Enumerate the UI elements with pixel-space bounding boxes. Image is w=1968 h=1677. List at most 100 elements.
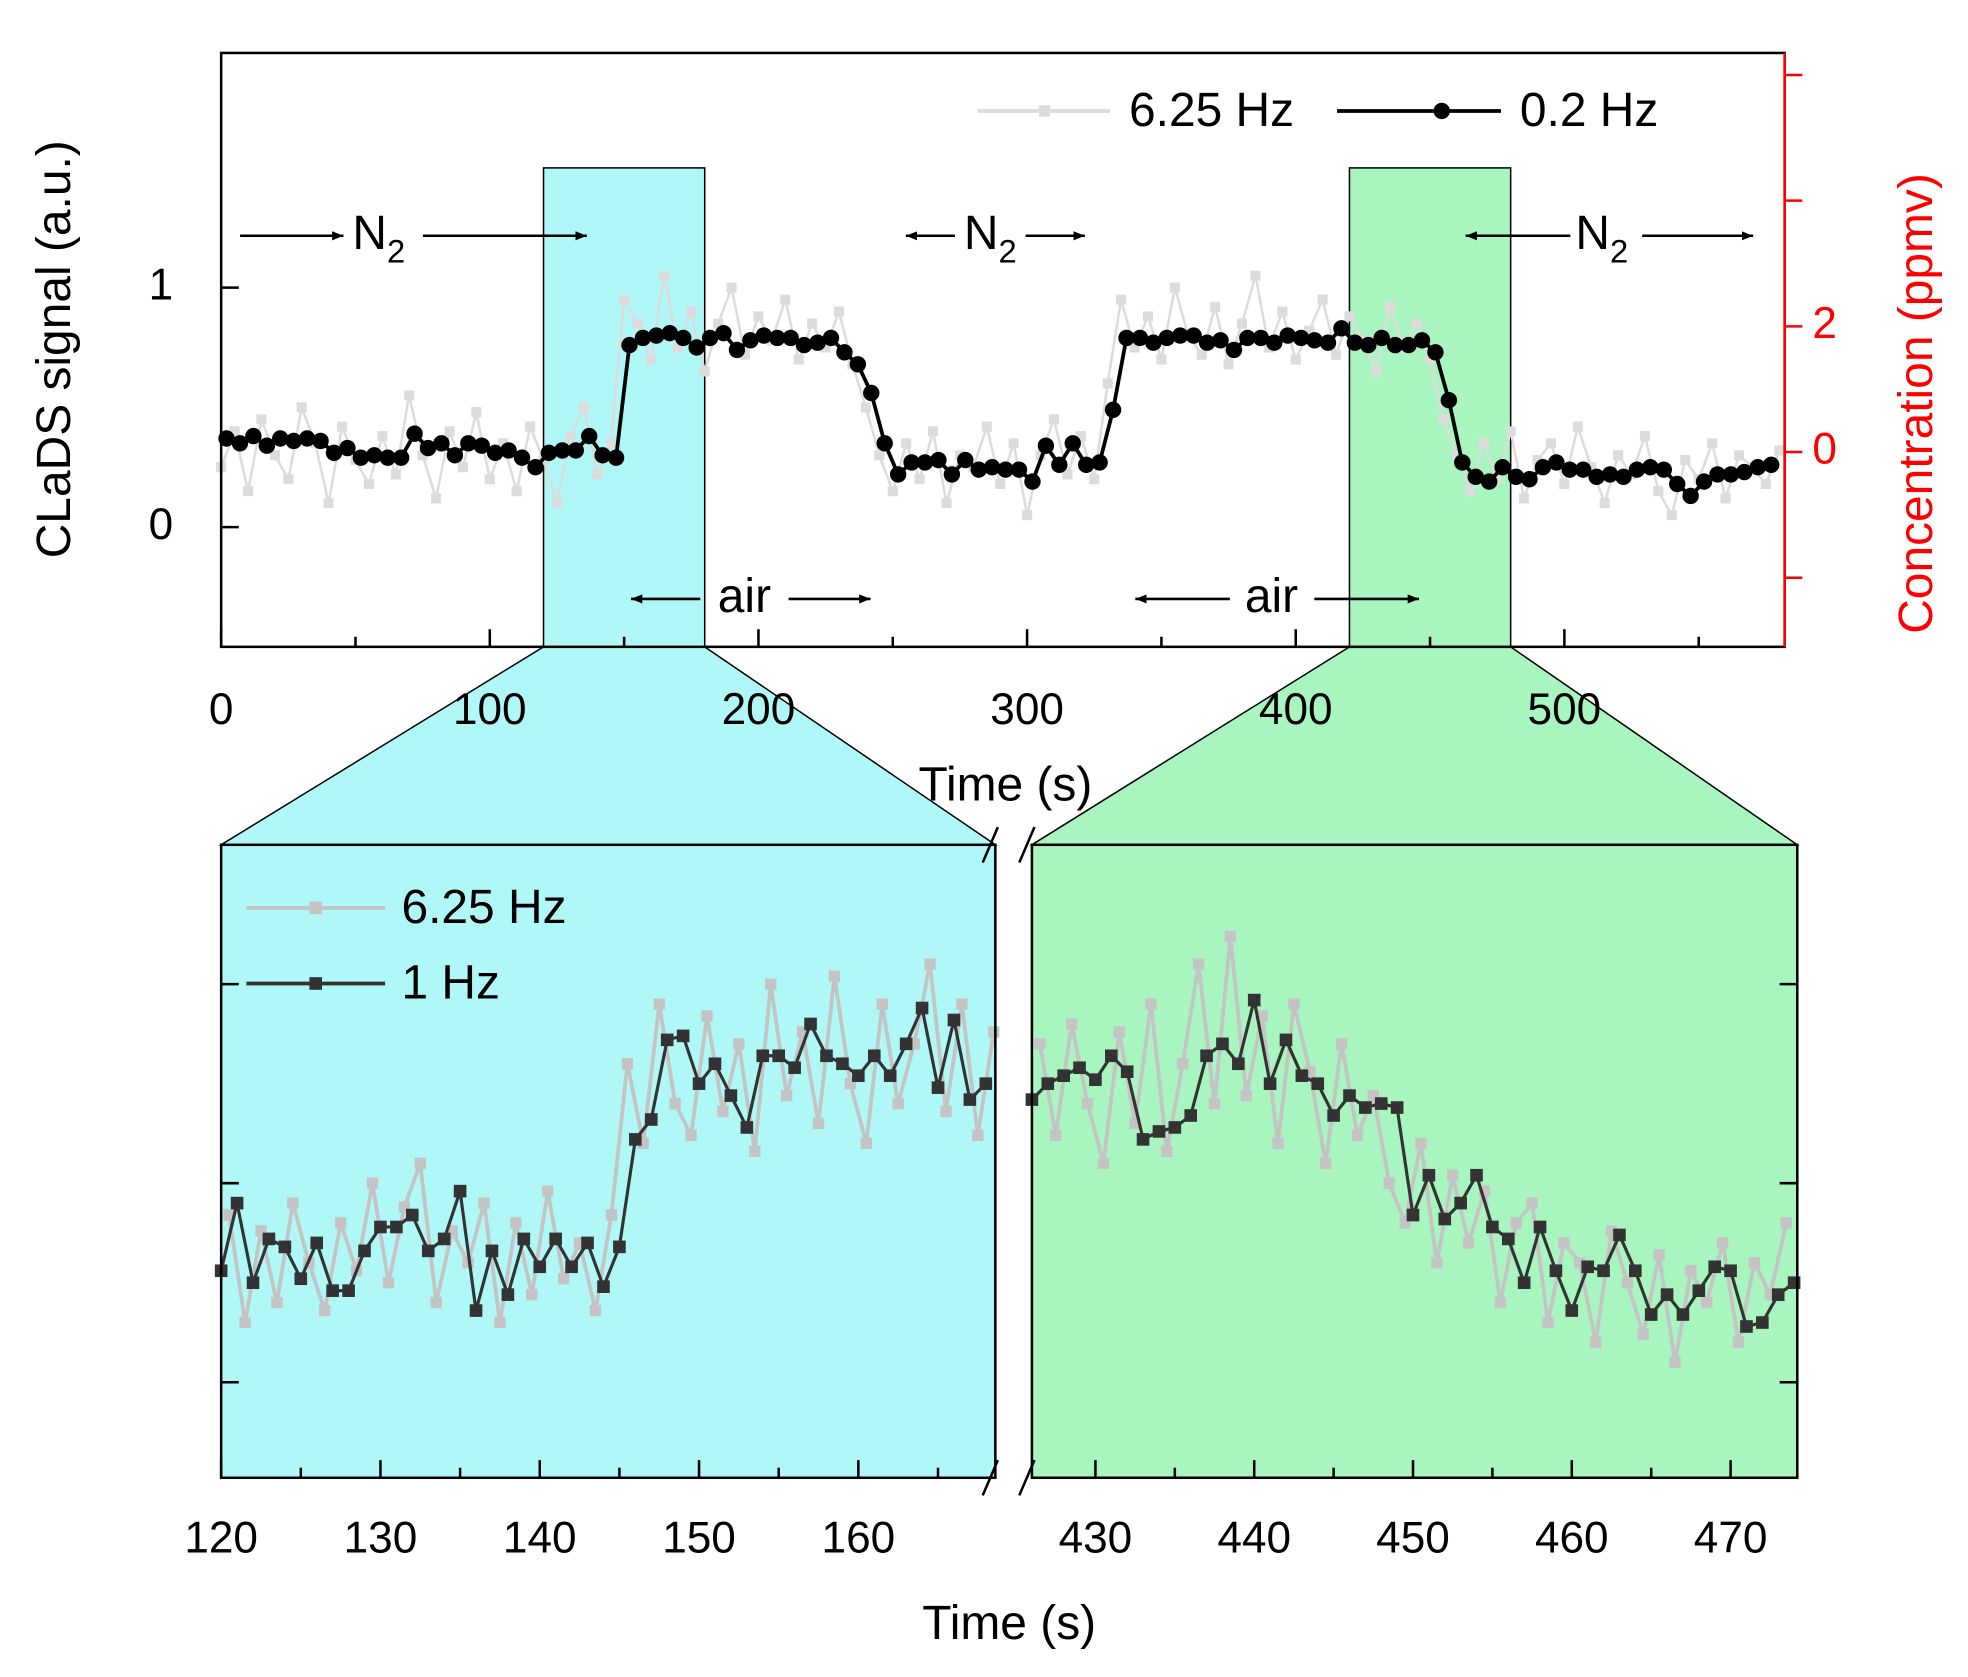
data-point: [1605, 1225, 1618, 1237]
data-point: [374, 1220, 387, 1234]
data-point: [1335, 1038, 1348, 1050]
data-point: [500, 442, 517, 459]
data-point: [1507, 468, 1525, 486]
data-point: [753, 311, 764, 322]
data-point: [1629, 1264, 1642, 1278]
data-point: [686, 306, 697, 317]
data-point: [1333, 320, 1350, 337]
data-point: [1105, 1049, 1118, 1063]
data-point: [525, 421, 536, 432]
data-point: [1519, 493, 1530, 504]
data-point: [1763, 456, 1780, 474]
annotation-text: N: [352, 206, 387, 259]
data-point: [1048, 414, 1059, 425]
axis-break: [981, 826, 1000, 863]
data-point: [262, 1232, 276, 1246]
data-point: [1351, 1129, 1364, 1142]
x-tick-label: 0: [209, 685, 234, 734]
data-point: [988, 1026, 1000, 1038]
data-point: [669, 1097, 681, 1110]
data-point: [457, 462, 468, 473]
data-point: [874, 450, 885, 461]
data-point: [255, 1225, 267, 1237]
data-point: [963, 1093, 977, 1106]
data-point: [1145, 334, 1162, 351]
axis-break: [1018, 1459, 1036, 1496]
data-point: [1129, 342, 1140, 353]
data-point: [1295, 1069, 1309, 1083]
data-point: [1669, 1356, 1681, 1369]
data-point: [501, 1288, 515, 1301]
data-point: [983, 459, 1001, 476]
data-point: [1374, 1097, 1388, 1110]
data-point: [717, 1105, 729, 1118]
data-point: [876, 435, 893, 452]
data-point: [1716, 1237, 1729, 1249]
data-point: [1425, 354, 1436, 365]
data-point: [1239, 329, 1256, 347]
data-point: [510, 1217, 522, 1229]
data-point: [1558, 1237, 1570, 1249]
data-point: [469, 1304, 483, 1317]
data-point: [278, 1240, 292, 1254]
data-point: [644, 1113, 658, 1126]
data-point: [1089, 1073, 1102, 1086]
data-point: [494, 1316, 506, 1329]
data-point: [1118, 329, 1135, 347]
data-point: [323, 498, 334, 509]
data-point: [1037, 437, 1055, 454]
data-point: [1532, 455, 1543, 466]
data-point: [581, 427, 598, 445]
data-point: [1565, 1304, 1579, 1317]
data-point: [1701, 1296, 1713, 1309]
data-point: [1057, 1069, 1070, 1083]
data-point: [310, 1236, 324, 1250]
data-point: [1319, 334, 1337, 351]
x-axis-title: Time (s): [919, 759, 1093, 812]
data-point: [245, 427, 262, 445]
legend-marker: [309, 901, 323, 915]
data-point: [390, 1220, 403, 1234]
data-point: [1501, 1232, 1515, 1246]
data-point: [513, 449, 531, 466]
data-point: [1628, 461, 1646, 478]
data-point: [1317, 294, 1328, 305]
data-point: [1748, 1257, 1761, 1269]
data-point: [780, 294, 791, 305]
data-point: [326, 1284, 339, 1297]
data-point: [1653, 1249, 1665, 1261]
data-point: [1431, 1257, 1443, 1269]
data-point: [715, 324, 732, 342]
data-point: [511, 486, 522, 497]
annotation: air: [1245, 570, 1298, 623]
data-point: [701, 1010, 713, 1022]
data-point: [578, 402, 589, 413]
data-point: [1542, 1316, 1554, 1329]
data-point: [1184, 1109, 1198, 1122]
zoom-connector: [1029, 646, 1800, 846]
data-point: [272, 430, 289, 447]
data-point: [421, 1244, 435, 1258]
data-point: [1494, 1296, 1507, 1309]
data-point: [1360, 336, 1377, 354]
x-tick-label: 300: [990, 685, 1064, 734]
data-point: [943, 466, 961, 483]
data-point: [1250, 270, 1261, 281]
data-point: [296, 402, 307, 413]
data-point: [342, 1284, 355, 1297]
x-tick-label: 100: [453, 685, 527, 734]
annotation-subscript: 2: [387, 232, 405, 269]
data-point: [1533, 1220, 1547, 1234]
data-point: [1400, 336, 1417, 354]
data-point: [1073, 1061, 1086, 1075]
data-point: [645, 354, 657, 365]
data-point: [685, 1129, 697, 1142]
data-point: [957, 451, 974, 469]
data-point: [1749, 459, 1767, 476]
data-point: [557, 1273, 570, 1285]
data-point: [820, 1049, 833, 1063]
data-point: [406, 1208, 419, 1222]
data-point: [692, 1077, 706, 1090]
data-point: [1177, 1058, 1189, 1070]
data-point: [1549, 1264, 1563, 1278]
